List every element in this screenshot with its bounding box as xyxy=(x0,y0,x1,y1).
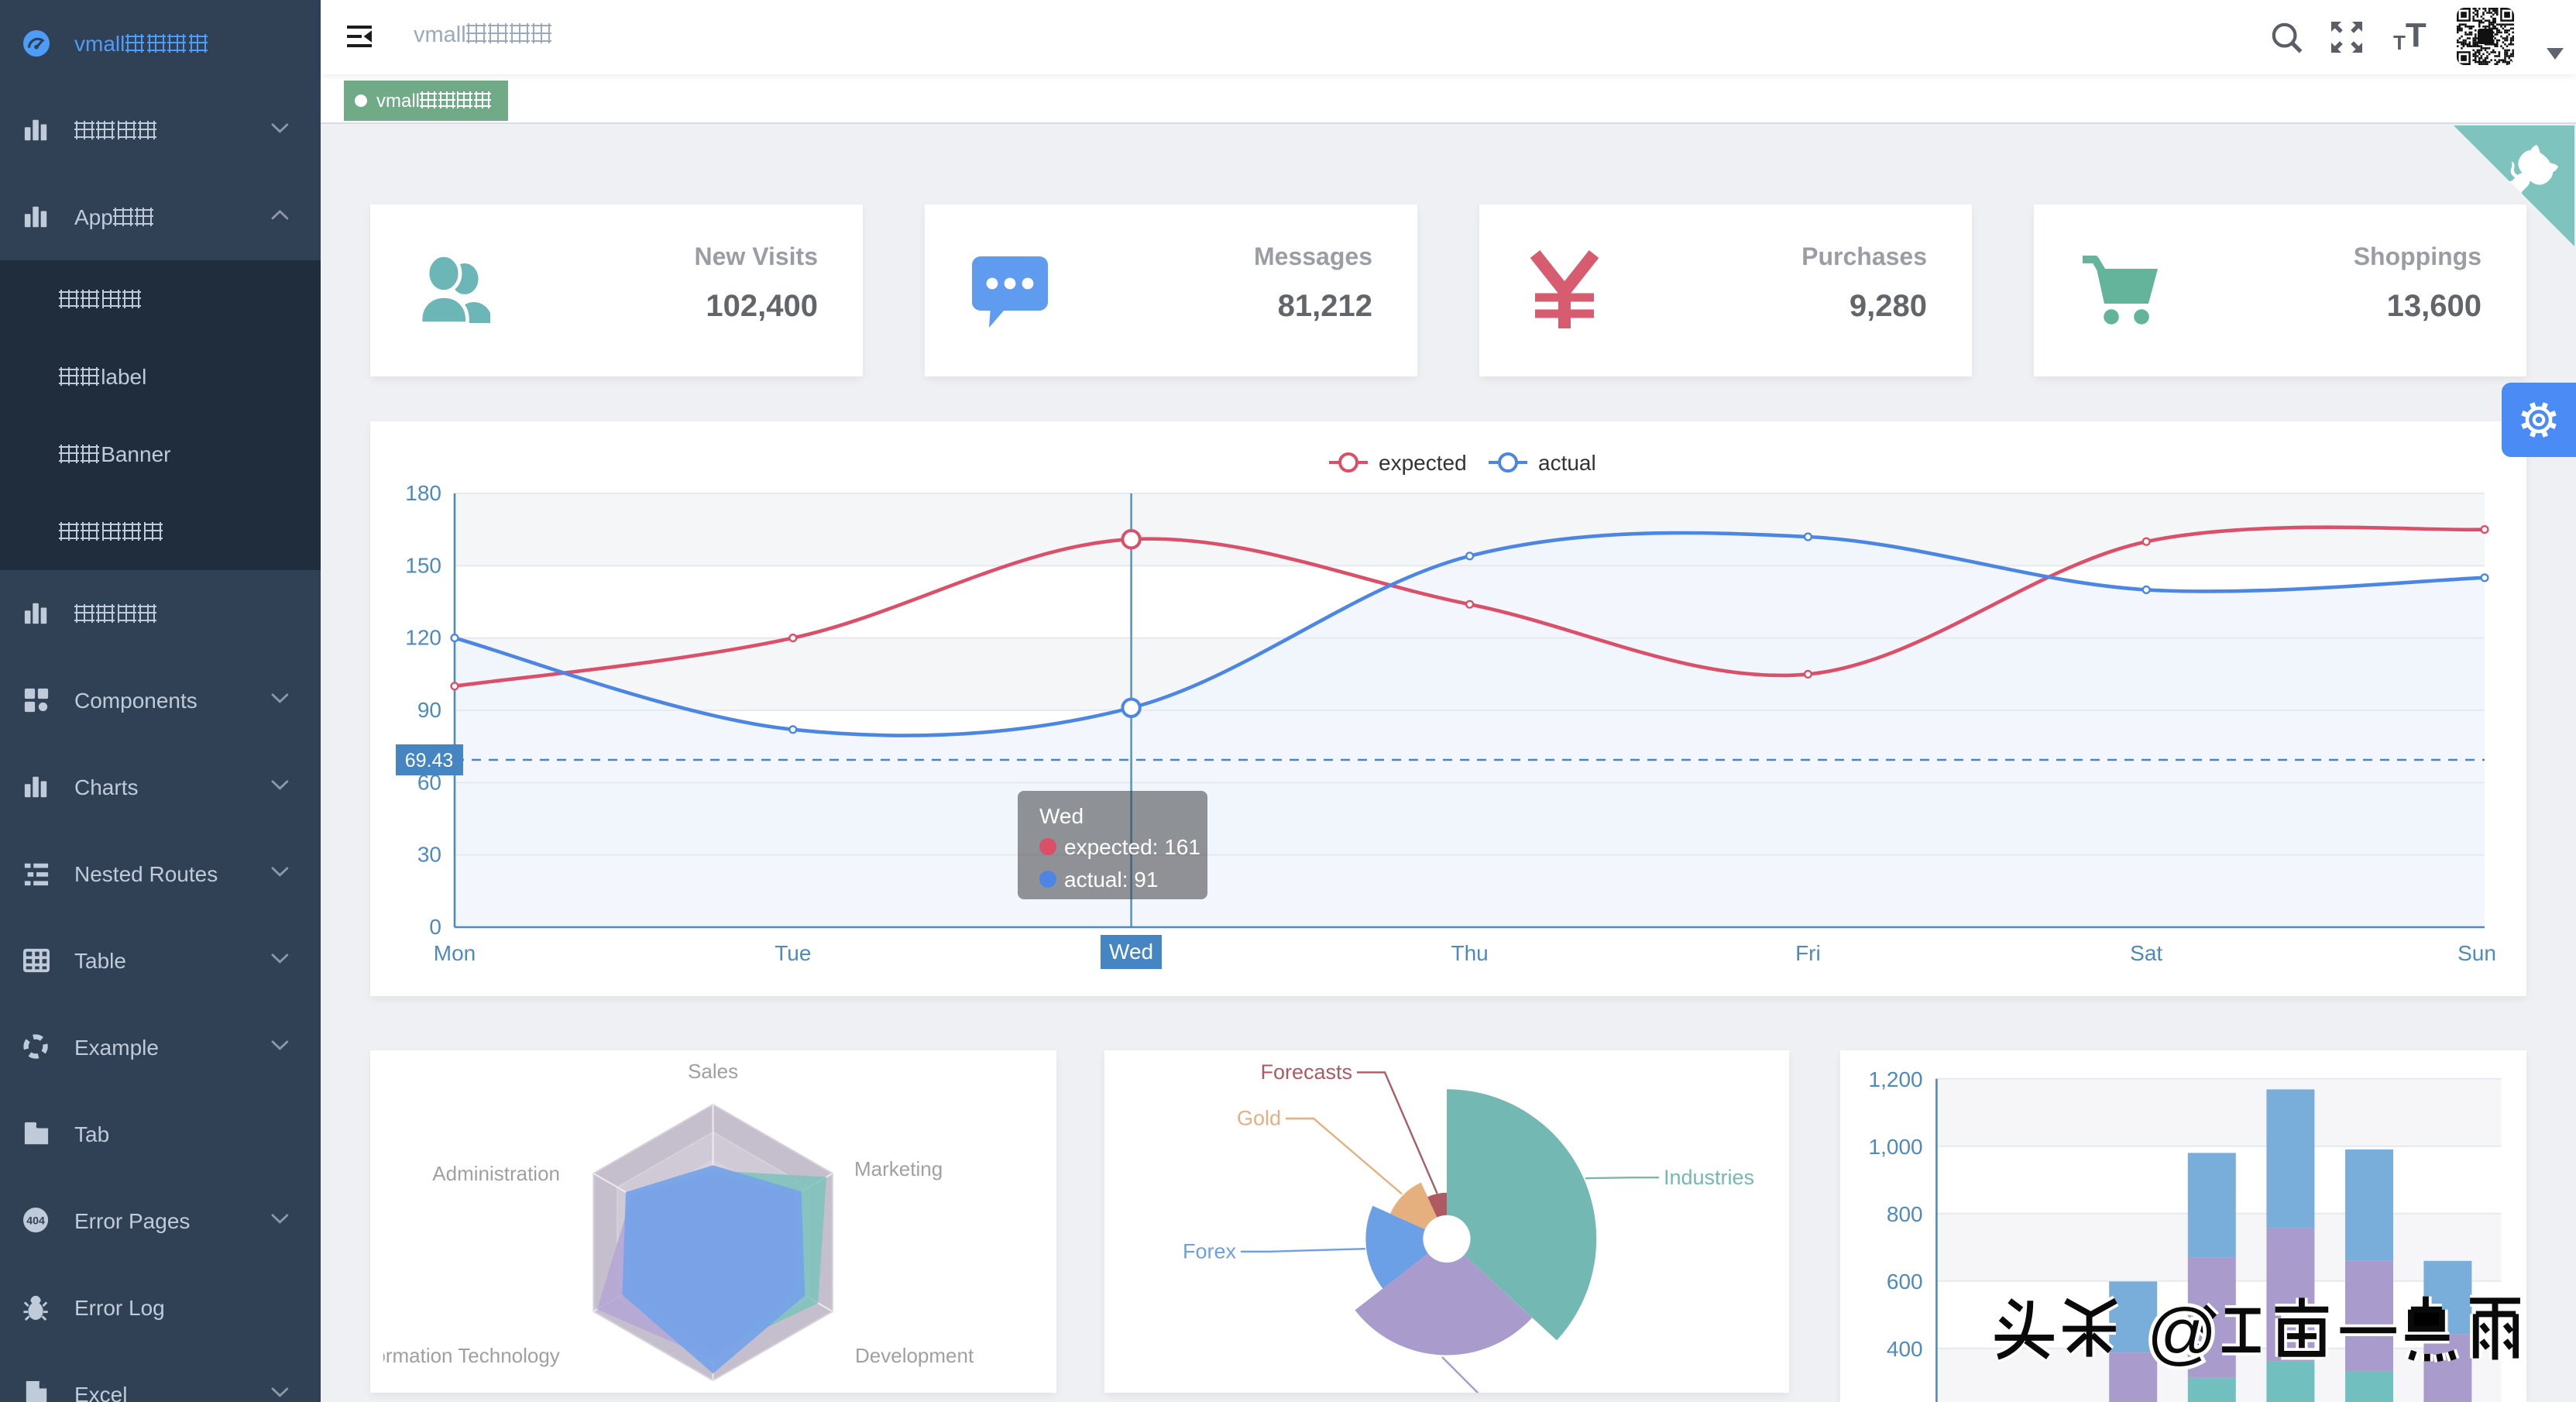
svg-text:expected: expected xyxy=(1379,450,1467,474)
svg-text:Information Technology: Information Technology xyxy=(370,1344,560,1367)
svg-text:actual: 91: actual: 91 xyxy=(1064,867,1158,891)
svg-text:actual: actual xyxy=(1538,450,1596,474)
svg-text:600: 600 xyxy=(1887,1269,1923,1293)
svg-text:Fri: Fri xyxy=(1795,940,1821,964)
svg-text:Sun: Sun xyxy=(2458,940,2496,964)
svg-text:30: 30 xyxy=(417,842,441,866)
svg-text:400: 400 xyxy=(1887,1336,1923,1360)
svg-text:180: 180 xyxy=(405,480,441,504)
svg-text:Industries: Industries xyxy=(1663,1165,1753,1188)
svg-text:@: @ xyxy=(2147,1294,2217,1372)
svg-text:800: 800 xyxy=(1887,1201,1923,1225)
svg-text:120: 120 xyxy=(405,625,441,649)
svg-text:Tue: Tue xyxy=(775,940,811,964)
svg-text:150: 150 xyxy=(405,552,441,576)
svg-text:Development: Development xyxy=(855,1344,974,1367)
svg-text:Marketing: Marketing xyxy=(854,1157,943,1180)
svg-text:Thu: Thu xyxy=(1451,940,1488,964)
svg-text:Sat: Sat xyxy=(2130,940,2162,964)
svg-text:Forex: Forex xyxy=(1182,1239,1236,1263)
svg-text:Mon: Mon xyxy=(434,940,476,964)
svg-text:expected: 161: expected: 161 xyxy=(1064,834,1200,858)
svg-text:90: 90 xyxy=(417,697,441,721)
svg-text:Wed: Wed xyxy=(1109,939,1153,963)
svg-text:Wed: Wed xyxy=(1039,803,1084,827)
svg-text:Administration: Administration xyxy=(432,1162,560,1185)
svg-text:1,000: 1,000 xyxy=(1869,1134,1923,1158)
svg-text:69.43: 69.43 xyxy=(405,749,454,771)
svg-text:Gold: Gold xyxy=(1236,1106,1280,1129)
svg-text:Sales: Sales xyxy=(688,1060,738,1083)
svg-text:1,200: 1,200 xyxy=(1869,1067,1923,1091)
svg-text:Forecasts: Forecasts xyxy=(1260,1060,1352,1084)
svg-text:0: 0 xyxy=(429,914,441,938)
